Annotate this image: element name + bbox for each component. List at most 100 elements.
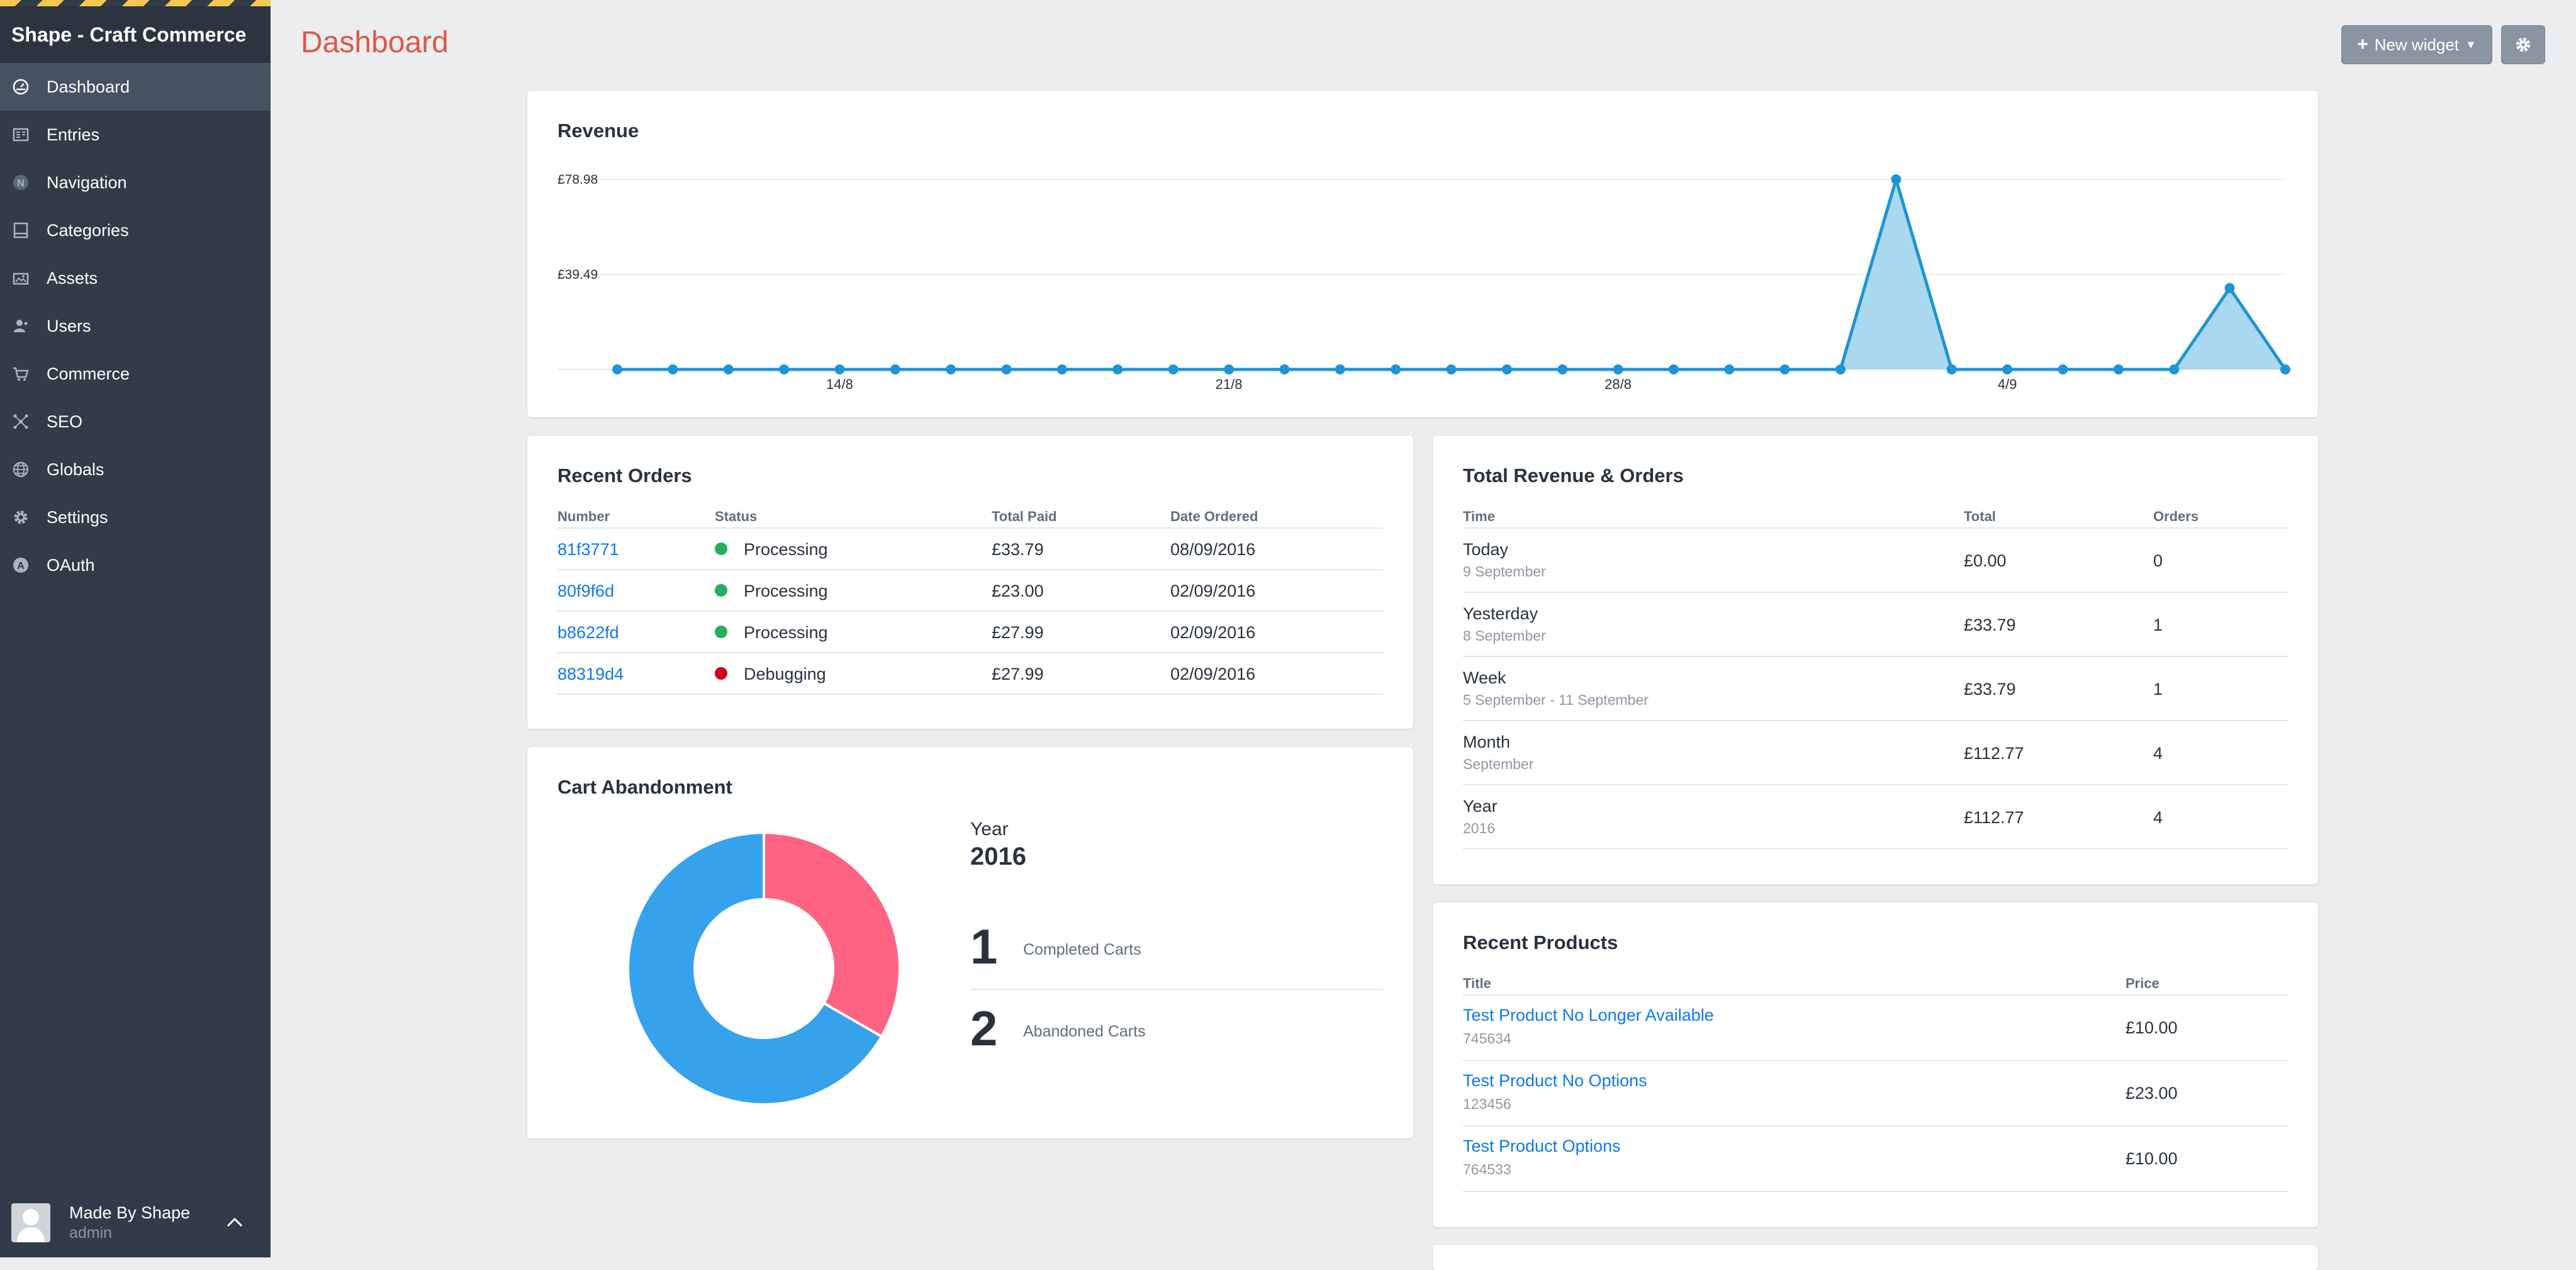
navigation-n-icon: N	[11, 173, 30, 192]
completed-carts-stat: 1 Completed Carts	[970, 907, 1383, 990]
sidebar-item-assets[interactable]: Assets	[0, 254, 271, 302]
x-tick-label: 14/8	[826, 376, 853, 392]
user-menu[interactable]: Made By Shape admin	[0, 1188, 271, 1257]
order-total: £23.00	[992, 582, 1044, 600]
sidebar-item-oauth[interactable]: A OAuth	[0, 541, 271, 589]
sidebar-item-label: Navigation	[47, 172, 127, 192]
oauth-a-icon: A	[11, 556, 30, 575]
avatar	[11, 1203, 50, 1242]
order-number-link[interactable]: 81f3771	[557, 540, 619, 559]
widget-title: Recent Orders	[557, 464, 692, 486]
column-header-total-paid: Total Paid	[992, 509, 1057, 524]
status-dot-icon	[715, 666, 727, 680]
order-status: Processing	[715, 582, 828, 601]
sidebar-item-entries[interactable]: Entries	[0, 111, 271, 159]
sidebar-item-categories[interactable]: Categories	[0, 206, 271, 254]
completed-carts-count: 1	[970, 919, 998, 974]
revenue-point	[2002, 364, 2013, 374]
period-orders: 1	[2153, 615, 2163, 634]
revenue-point	[1224, 364, 1235, 374]
period-orders: 4	[2153, 744, 2163, 763]
revenue-point	[1779, 364, 1790, 374]
sidebar-item-seo[interactable]: SEO	[0, 398, 271, 446]
plus-icon: +	[2357, 34, 2368, 55]
period-orders: 1	[2153, 680, 2163, 699]
users-icon	[11, 317, 30, 335]
revenue-point	[1335, 364, 1345, 374]
period-cell: Today 9 September	[1463, 540, 1546, 580]
sidebar-item-navigation[interactable]: N Navigation	[0, 159, 271, 206]
revenue-point	[1557, 364, 1568, 374]
sidebar-item-label: Entries	[47, 125, 100, 144]
table-row: Test Product No Options 123456 £23.00	[1463, 1061, 2288, 1127]
period-label: Today	[1463, 540, 1509, 559]
period-sublabel: 9 September	[1463, 563, 1546, 580]
order-number-link[interactable]: 80f9f6d	[557, 582, 615, 600]
x-tick-label: 28/8	[1604, 376, 1632, 392]
table-row: 80f9f6d Processing £23.00 02/09/2016	[557, 570, 1383, 612]
chevron-down-icon: ▼	[2465, 38, 2477, 51]
sidebar-item-globals[interactable]: Globals	[0, 446, 271, 493]
column-header-price: Price	[2125, 975, 2159, 991]
product-title-link[interactable]: Test Product No Longer Available	[1463, 1006, 1714, 1025]
recent-products-widget: Recent Products Title Price Test Product…	[1433, 902, 2318, 1227]
status-dot-icon	[715, 583, 727, 597]
revenue-point	[1001, 364, 1012, 374]
order-number-link[interactable]: b8622fd	[557, 623, 619, 642]
product-price: £10.00	[2125, 1149, 2178, 1168]
period-orders: 0	[2153, 551, 2163, 570]
period-total: £0.00	[1964, 551, 2007, 570]
period-sublabel: 8 September	[1463, 627, 1546, 644]
revenue-chart: £78.98 £39.49 14/8 21/8 28/8 4/9	[557, 172, 2290, 392]
sidebar-item-users[interactable]: Users	[0, 302, 271, 350]
sidebar-item-settings[interactable]: Settings	[0, 493, 271, 541]
revenue-point	[2280, 364, 2290, 374]
revenue-point	[2113, 364, 2124, 374]
revenue-point	[723, 364, 734, 374]
user-role: admin	[69, 1224, 113, 1242]
x-tick-label: 21/8	[1216, 376, 1243, 392]
dashboard-settings-button[interactable]	[2501, 25, 2545, 64]
revenue-point	[1724, 364, 1735, 374]
product-sku: 764533	[1463, 1161, 1511, 1177]
status-dot-icon	[715, 625, 727, 638]
status-dot-icon	[715, 542, 727, 555]
product-title-link[interactable]: Test Product No Options	[1463, 1071, 1647, 1090]
period-sublabel: 2016	[1463, 820, 1496, 836]
order-status: Debugging	[715, 665, 826, 684]
sidebar-item-label: Settings	[47, 507, 108, 527]
product-cell: Test Product No Options 123456	[1463, 1071, 1647, 1113]
donut-slice-1	[627, 831, 883, 1106]
period-total: £33.79	[1964, 615, 2016, 634]
y-tick-label: £39.49	[557, 267, 598, 282]
site-name[interactable]: Shape - Craft Commerce	[0, 6, 271, 63]
product-sku: 123456	[1463, 1096, 1511, 1112]
revenue-point	[779, 364, 790, 374]
period-total: £33.79	[1964, 680, 2016, 699]
revenue-point	[1835, 364, 1846, 374]
totals-table: Time Total Orders Today 9 September £0.00 0…	[1463, 505, 2288, 850]
order-number-link[interactable]: 88319d4	[557, 665, 624, 683]
revenue-point	[1279, 364, 1290, 374]
sidebar-item-dashboard[interactable]: Dashboard	[0, 63, 271, 111]
table-row: Month September £112.77 4	[1463, 721, 2288, 785]
new-widget-button[interactable]: + New widget ▼	[2341, 25, 2492, 64]
revenue-point	[2058, 364, 2068, 374]
revenue-point	[1946, 364, 1957, 374]
revenue-point	[2169, 364, 2180, 374]
column-header-title: Title	[1463, 975, 1491, 991]
status-label: Processing	[744, 540, 828, 559]
svg-text:N: N	[17, 178, 25, 189]
sidebar-item-commerce[interactable]: Commerce	[0, 350, 271, 398]
widget-title: Recent Products	[1463, 931, 1618, 953]
status-label: Processing	[744, 582, 828, 600]
widget-title: Revenue	[557, 120, 639, 142]
period-orders: 4	[2153, 808, 2163, 827]
product-cell: Test Product No Longer Available 745634	[1463, 1006, 1714, 1047]
chevron-up-icon[interactable]	[224, 1212, 245, 1233]
gear-icon	[2516, 37, 2531, 52]
period-label: Month	[1463, 733, 1511, 751]
table-row: Today 9 September £0.00 0	[1463, 529, 2288, 593]
column-header-number: Number	[557, 509, 610, 524]
product-title-link[interactable]: Test Product Options	[1463, 1137, 1621, 1155]
